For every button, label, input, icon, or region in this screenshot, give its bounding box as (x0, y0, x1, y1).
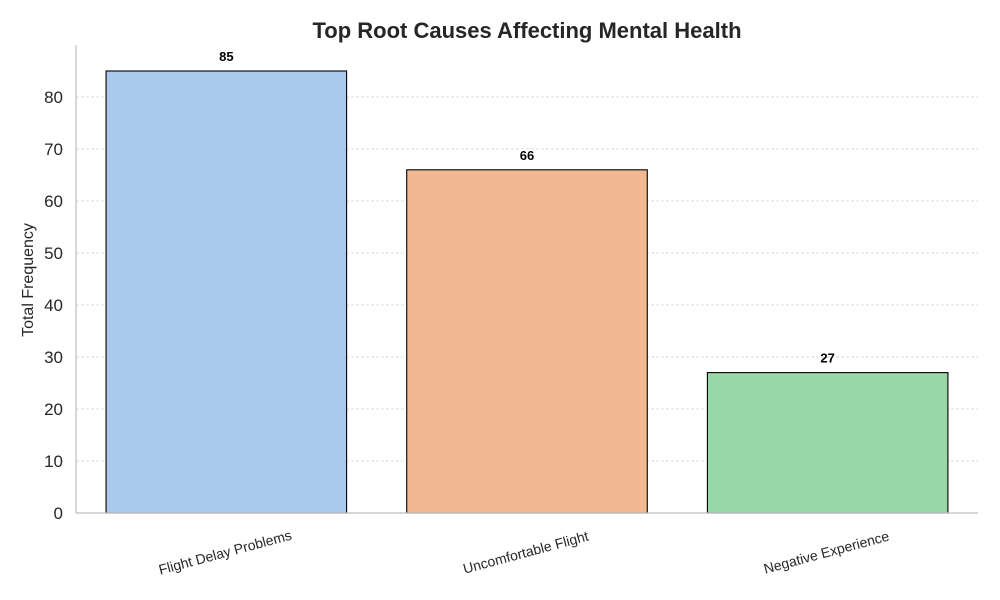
y-tick-labels: 0 10 20 30 40 50 60 70 80 (44, 88, 63, 523)
x-tick-labels: Flight Delay Problems Uncomfortable Fligh… (157, 527, 891, 578)
chart-title: Top Root Causes Affecting Mental Health (312, 18, 741, 43)
y-tick-label: 20 (44, 400, 63, 419)
y-tick-label: 40 (44, 296, 63, 315)
bar (406, 169, 648, 514)
y-tick-label: 30 (44, 348, 63, 367)
bar-value-label: 27 (820, 351, 834, 366)
y-tick-label: 50 (44, 244, 63, 263)
bar (105, 70, 348, 514)
x-tick-label: Flight Delay Problems (157, 527, 293, 578)
y-tick-label: 10 (44, 452, 63, 471)
bars (105, 70, 949, 514)
bar-value-labels: 85 66 27 (219, 49, 835, 366)
x-tick-label: Uncomfortable Flight (461, 528, 590, 577)
axes (75, 45, 978, 514)
y-tick-label: 0 (54, 504, 63, 523)
bar-value-label: 66 (520, 148, 534, 163)
y-tick-label: 80 (44, 88, 63, 107)
y-axis-label: Total Frequency (20, 223, 37, 337)
bar-value-label: 85 (219, 49, 233, 64)
y-tick-label: 60 (44, 192, 63, 211)
x-tick-label: Negative Experience (762, 528, 891, 577)
bar (706, 372, 949, 514)
y-tick-label: 70 (44, 140, 63, 159)
